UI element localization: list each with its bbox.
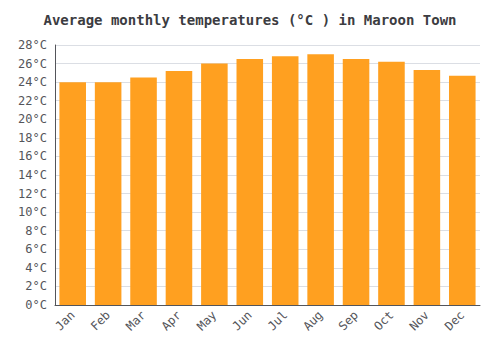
svg-text:Oct: Oct bbox=[371, 308, 396, 333]
svg-text:14°C: 14°C bbox=[18, 168, 47, 182]
svg-text:2°C: 2°C bbox=[25, 279, 47, 293]
svg-text:10°C: 10°C bbox=[18, 205, 47, 219]
svg-text:May: May bbox=[194, 308, 219, 333]
svg-text:6°C: 6°C bbox=[25, 242, 47, 256]
svg-text:18°C: 18°C bbox=[18, 131, 47, 145]
svg-text:Jan: Jan bbox=[52, 308, 77, 333]
svg-text:Nov: Nov bbox=[407, 308, 432, 333]
svg-text:22°C: 22°C bbox=[18, 94, 47, 108]
svg-text:Mar: Mar bbox=[123, 308, 148, 333]
svg-text:26°C: 26°C bbox=[18, 57, 47, 71]
svg-text:20°C: 20°C bbox=[18, 112, 47, 126]
svg-text:Jul: Jul bbox=[265, 308, 290, 333]
svg-text:16°C: 16°C bbox=[18, 149, 47, 163]
svg-text:Dec: Dec bbox=[442, 308, 467, 333]
svg-text:12°C: 12°C bbox=[18, 187, 47, 201]
svg-text:28°C: 28°C bbox=[18, 38, 47, 52]
svg-text:4°C: 4°C bbox=[25, 261, 47, 275]
svg-text:0°C: 0°C bbox=[25, 298, 47, 312]
svg-text:Jun: Jun bbox=[230, 308, 255, 333]
svg-text:Sep: Sep bbox=[336, 308, 361, 333]
svg-text:Feb: Feb bbox=[88, 308, 113, 333]
svg-text:8°C: 8°C bbox=[25, 224, 47, 238]
svg-text:Average monthly temperatures (: Average monthly temperatures (°C ) in Ma… bbox=[43, 12, 456, 28]
svg-text:Apr: Apr bbox=[159, 308, 184, 333]
svg-text:24°C: 24°C bbox=[18, 75, 47, 89]
svg-text:Aug: Aug bbox=[300, 308, 325, 333]
